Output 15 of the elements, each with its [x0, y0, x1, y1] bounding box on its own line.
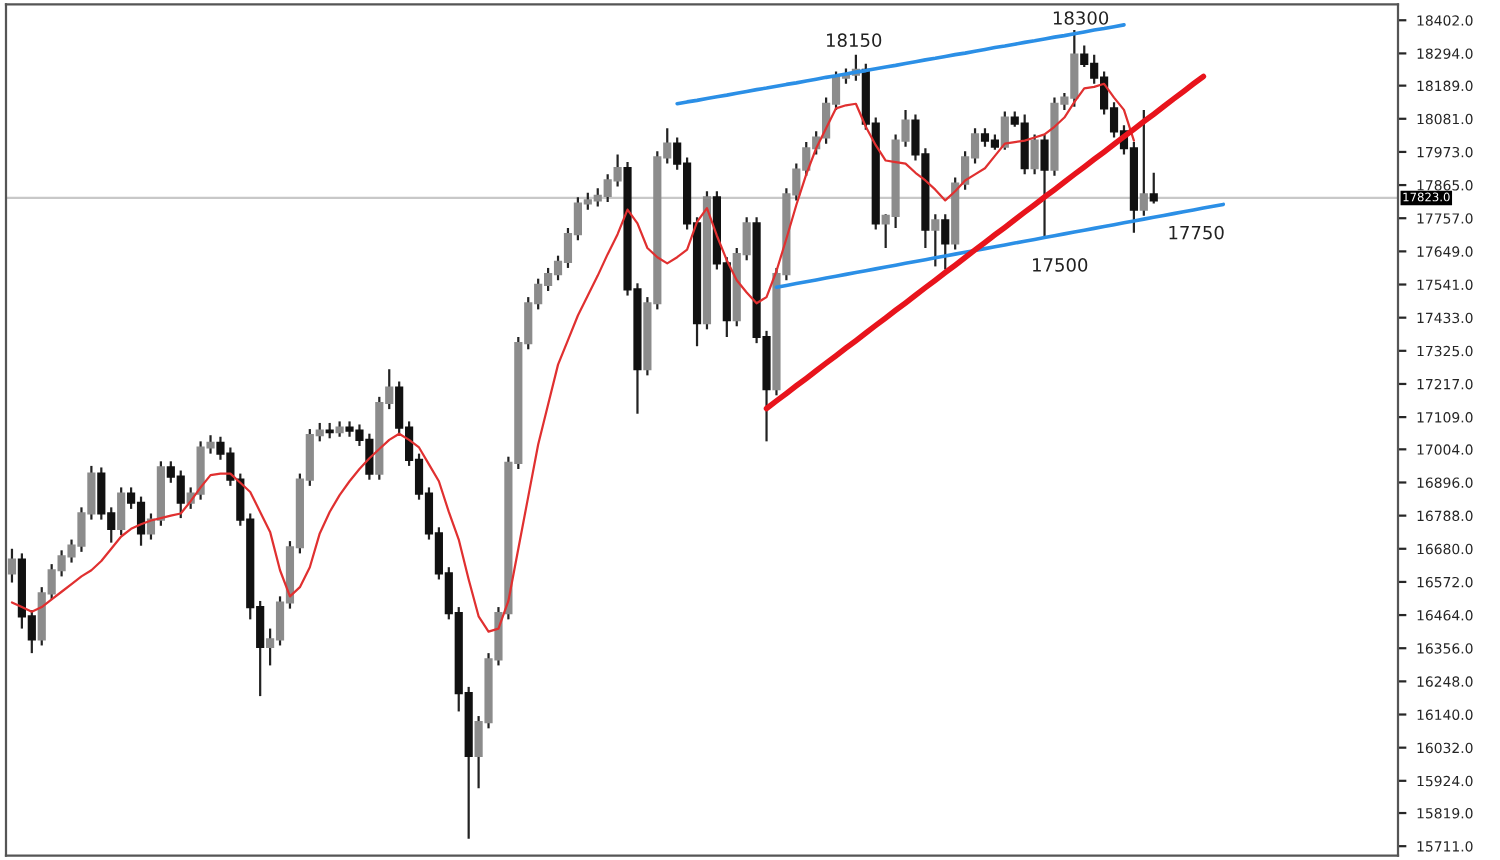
candlestick [1139, 108, 1148, 217]
candlestick [7, 547, 17, 584]
annotation: 18300 [1053, 11, 1109, 25]
candlestick [1030, 133, 1039, 176]
line-series [774, 202, 1226, 290]
candlestick [931, 213, 940, 268]
candlestick [1149, 171, 1158, 205]
candlestick [1040, 133, 1049, 240]
annotation: 17750 [1169, 225, 1224, 240]
candlestick [941, 213, 950, 271]
candlestick [117, 486, 126, 537]
annotation: 17500 [1033, 258, 1088, 272]
line-series [675, 23, 1126, 106]
annotation: 18150 [826, 33, 882, 47]
candlestick [1000, 110, 1009, 151]
